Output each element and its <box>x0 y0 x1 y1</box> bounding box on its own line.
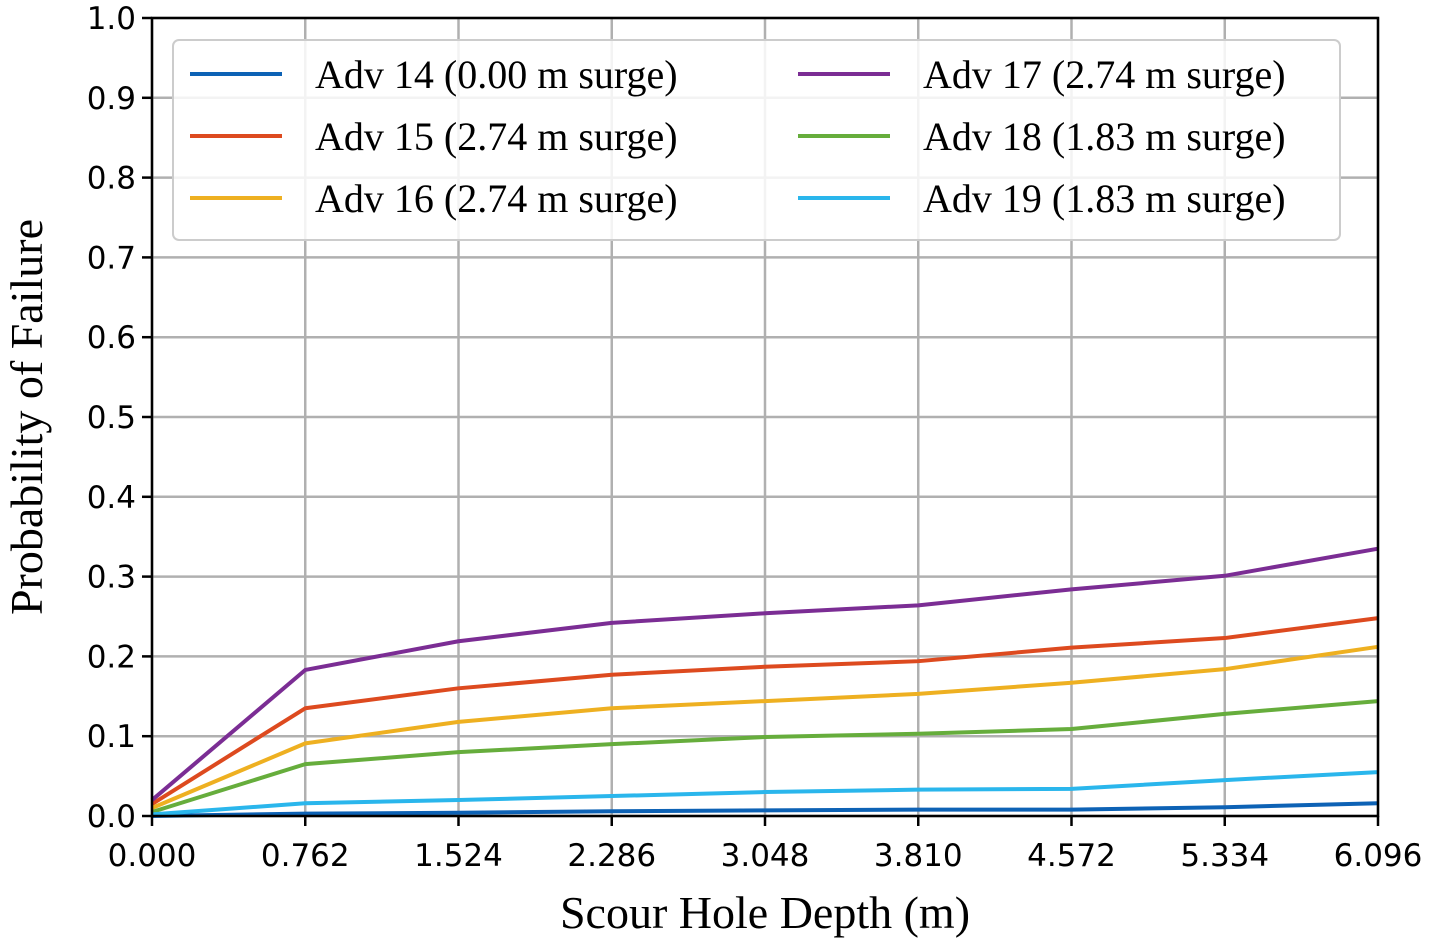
y-tick-label: 0.7 <box>87 240 136 276</box>
y-tick-label: 0.6 <box>87 320 136 356</box>
legend-label: Adv 17 (2.74 m surge) <box>923 52 1286 97</box>
series-line-4 <box>150 546 1379 802</box>
x-tick-label: 1.524 <box>414 838 503 874</box>
y-tick-label: 0.4 <box>87 480 136 516</box>
y-tick-label: 0.0 <box>87 799 136 835</box>
y-tick-label: 0.1 <box>87 719 136 755</box>
legend-label: Adv 15 (2.74 m surge) <box>315 114 678 159</box>
legend-label: Adv 14 (0.00 m surge) <box>315 52 678 97</box>
y-tick-label: 0.9 <box>87 81 136 117</box>
y-tick-label: 0.2 <box>87 639 136 675</box>
series-line-2 <box>150 616 1379 806</box>
legend-label: Adv 18 (1.83 m surge) <box>923 114 1286 159</box>
series-line-3 <box>151 644 1379 810</box>
x-tick-label: 3.810 <box>874 838 963 874</box>
y-axis-label: Probability of Failure <box>1 219 52 615</box>
x-tick-label: 5.334 <box>1180 838 1269 874</box>
x-tick-label: 2.286 <box>567 838 656 874</box>
x-axis-label: Scour Hole Depth (m) <box>560 887 970 938</box>
series-line-6 <box>151 770 1379 817</box>
y-tick-label: 0.3 <box>87 560 136 596</box>
legend-label: Adv 19 (1.83 m surge) <box>923 176 1286 221</box>
series-line-1 <box>151 801 1379 818</box>
y-tick-label: 0.5 <box>87 400 136 436</box>
legend: Adv 14 (0.00 m surge) Adv 15 (2.74 m surg… <box>172 39 1341 241</box>
x-tick-label: 0.000 <box>108 838 197 874</box>
series-lines <box>150 546 1379 818</box>
y-tick-label: 0.8 <box>87 161 136 197</box>
x-tick-label: 6.096 <box>1334 838 1423 874</box>
ticks: 0.000 0.762 1.524 2.286 3.048 3.810 4.572 5.334… <box>87 1 1423 874</box>
legend-box <box>172 39 1341 241</box>
x-tick-label: 4.572 <box>1027 838 1116 874</box>
x-tick-label: 3.048 <box>721 838 810 874</box>
legend-label: Adv 16 (2.74 m surge) <box>315 176 678 221</box>
x-tick-label: 0.762 <box>261 838 350 874</box>
series-line-5 <box>151 699 1379 814</box>
y-tick-label: 1.0 <box>87 1 136 37</box>
